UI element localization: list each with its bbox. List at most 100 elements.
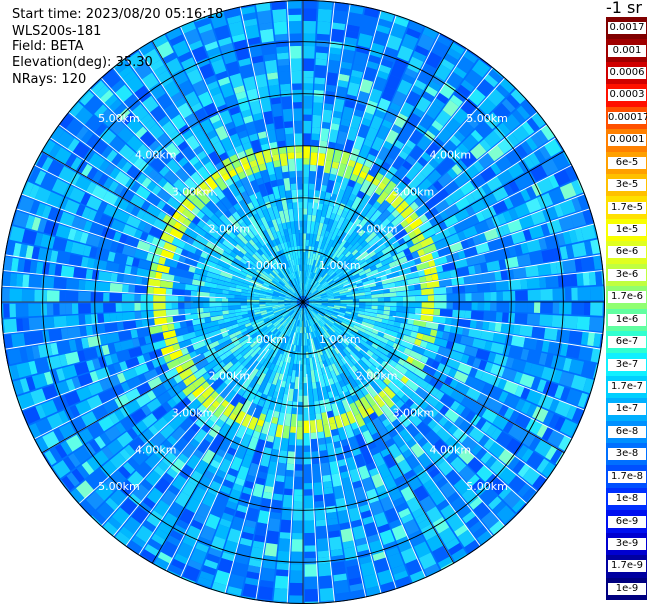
range-gate	[344, 362, 351, 370]
range-gate	[52, 460, 71, 479]
range-gate	[270, 512, 281, 520]
range-gate	[348, 577, 363, 586]
range-gate	[251, 276, 264, 285]
range-gate	[518, 214, 535, 230]
range-gate	[187, 559, 203, 571]
range-gate	[178, 255, 187, 264]
range-gate	[385, 546, 400, 558]
range-gate	[254, 327, 262, 333]
range-gate	[559, 182, 577, 200]
range-gate	[282, 287, 288, 292]
range-gate	[90, 515, 103, 527]
range-gate	[277, 178, 284, 186]
range-gate	[242, 255, 250, 262]
range-gate	[558, 435, 573, 452]
range-gate	[330, 383, 339, 397]
range-gate	[140, 343, 155, 355]
range-gate	[278, 210, 286, 224]
range-gate	[243, 279, 257, 287]
range-gate	[345, 311, 352, 315]
range-gate	[252, 274, 260, 280]
range-gate	[312, 337, 319, 351]
range-gate	[260, 98, 272, 113]
range-gate	[228, 265, 242, 275]
range-gate	[130, 329, 138, 339]
range-ring-label: 4.00km	[135, 149, 177, 162]
range-gate	[238, 356, 246, 364]
range-gate	[522, 486, 537, 502]
range-gate	[171, 189, 187, 204]
range-gate	[174, 168, 190, 183]
range-gate	[65, 315, 80, 327]
range-gate	[208, 547, 222, 558]
range-gate	[69, 102, 84, 118]
range-gate	[248, 313, 262, 320]
range-gate	[240, 6, 256, 15]
range-gate	[297, 283, 302, 297]
range-gate	[283, 177, 291, 191]
range-gate	[514, 202, 530, 218]
range-gate	[332, 149, 343, 163]
range-gate	[195, 358, 209, 371]
range-gate	[215, 297, 222, 302]
range-gate	[300, 333, 303, 346]
range-gate	[336, 317, 343, 322]
range-gate	[205, 355, 214, 364]
range-gate	[259, 246, 270, 259]
range-gate	[359, 555, 373, 565]
range-gate	[400, 485, 416, 502]
range-gate	[393, 570, 409, 581]
range-gate	[230, 261, 244, 271]
range-gate	[255, 477, 266, 486]
range-gate	[242, 386, 254, 400]
range-gate	[481, 271, 496, 282]
range-gate	[375, 335, 389, 345]
range-gate	[242, 525, 255, 535]
range-gate	[574, 258, 583, 272]
range-gate	[106, 439, 124, 456]
range-gate	[211, 58, 227, 75]
range-gate	[340, 118, 351, 127]
range-gate	[221, 294, 235, 299]
range-gate	[331, 242, 341, 255]
range-gate	[153, 35, 169, 48]
range-gate	[221, 331, 229, 338]
range-gate	[501, 312, 509, 323]
range-gate	[215, 395, 225, 404]
range-gate	[211, 369, 225, 382]
range-gate	[179, 464, 195, 481]
range-gate	[345, 558, 359, 568]
range-gate	[46, 191, 63, 208]
range-gate	[371, 473, 385, 489]
range-gate	[122, 274, 137, 285]
range-gate	[64, 153, 77, 168]
range-gate	[191, 240, 206, 251]
range-gate	[315, 209, 322, 223]
range-gate	[69, 488, 85, 505]
range-gate	[342, 331, 354, 342]
elevation-label: Elevation(deg): 35.30	[12, 55, 153, 70]
range-gate	[321, 300, 328, 302]
range-gate	[333, 322, 345, 332]
range-gate	[166, 196, 182, 211]
range-gate	[520, 140, 533, 155]
range-gate	[271, 103, 283, 117]
ray-gap	[392, 315, 602, 350]
range-gate	[377, 399, 386, 408]
range-gate	[255, 1, 271, 12]
range-gate	[253, 534, 266, 543]
range-gate	[340, 277, 348, 282]
range-gate	[259, 275, 267, 281]
range-gate	[189, 438, 201, 449]
range-gate	[451, 342, 466, 354]
range-gate	[439, 404, 450, 416]
range-gate	[285, 254, 290, 262]
range-gate	[269, 272, 275, 279]
range-gate	[94, 435, 106, 449]
range-gate	[295, 252, 299, 265]
range-gate	[240, 305, 248, 309]
range-gate	[196, 291, 210, 298]
range-gate	[196, 150, 207, 161]
range-gate	[371, 342, 379, 350]
range-gate	[339, 124, 349, 133]
